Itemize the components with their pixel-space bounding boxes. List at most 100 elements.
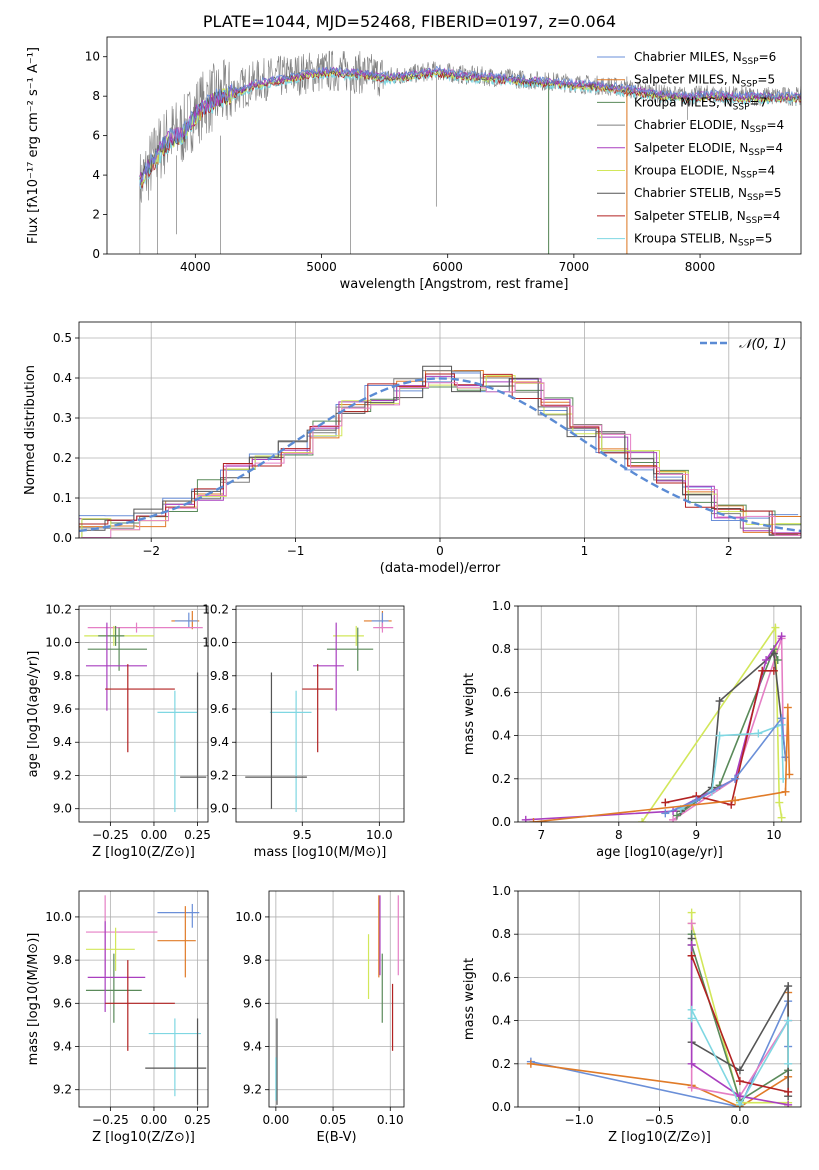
y-tick-label: 10.0 <box>235 910 262 924</box>
weight-series <box>521 632 786 822</box>
y-tick-label: 4 <box>92 168 100 182</box>
legend-label: Salpeter MILES, NSSP=5 <box>634 73 775 90</box>
x-tick-label: −2 <box>142 544 160 558</box>
axes-frame <box>517 890 802 1108</box>
legend-label: 𝒩(0, 1) <box>739 337 786 352</box>
y-tick-label: 0.2 <box>492 772 511 786</box>
y-tick-label: 0.4 <box>492 729 511 743</box>
panel-residuals: −2 −1 0 1 2 0.0 0.1 0.2 0.3 0.4 0.5 (data-model)/er… <box>23 321 802 576</box>
y-tick-label: 0.8 <box>492 642 511 656</box>
legend-label: Kroupa ELODIE, NSSP=4 <box>634 164 775 181</box>
plot-area <box>518 891 801 1107</box>
y-tick-label: 9.8 <box>243 953 262 967</box>
panel-age_vs_mass: 9.5 10.0 9.0 9.2 9.4 9.6 9.8 10.0 10.2 mass [log1… <box>202 602 405 860</box>
gaussian-curve <box>79 377 801 533</box>
axes-frame <box>78 890 209 1108</box>
errorbar-point <box>371 612 389 628</box>
y-tick-label: 0.2 <box>492 1057 511 1071</box>
y-tick-label: 9.6 <box>243 996 262 1010</box>
x-tick-label: 2 <box>725 544 733 558</box>
y-tick-label: 0.1 <box>53 491 72 505</box>
figure-title: PLATE=1044, MJD=52468, FIBERID=0197, z=0… <box>202 12 617 31</box>
x-tick-label: 0.00 <box>141 1113 168 1127</box>
x-tick-label: −1 <box>287 544 305 558</box>
weight-series <box>676 649 790 816</box>
y-tick-label: 9.8 <box>53 669 72 683</box>
x-tick-label: 1 <box>581 544 589 558</box>
y-axis-label: mass [log10(M/M⊙)] <box>26 933 41 1066</box>
y-tick-label: 9.2 <box>210 768 229 782</box>
errorbar-point <box>157 903 200 928</box>
errorbar-point <box>245 672 307 809</box>
plot-area <box>236 606 404 822</box>
weight-series <box>638 623 786 822</box>
legend-label: Chabrier MILES, NSSP=6 <box>634 50 776 67</box>
y-axis-label: Normed distribution <box>23 365 38 495</box>
legend: 𝒩(0, 1) <box>700 337 786 352</box>
histogram-series <box>79 373 801 538</box>
x-tick-label: −0.25 <box>92 1113 129 1127</box>
y-tick-label: 10.0 <box>45 636 72 650</box>
x-axis-label: mass [log10(M/M⊙)] <box>254 845 387 860</box>
y-tick-label: 9.2 <box>243 1083 262 1097</box>
errorbar-point <box>87 627 147 671</box>
errorbar-point <box>105 960 175 1051</box>
weight-series <box>687 941 793 1107</box>
axes-frame <box>78 605 209 823</box>
y-tick-label: 9.8 <box>210 669 229 683</box>
axes-frame <box>235 605 405 823</box>
x-tick-label: −0.5 <box>645 1113 674 1127</box>
weight-series <box>529 703 794 822</box>
errorbar-point <box>363 610 392 630</box>
x-tick-label: 0.05 <box>320 1113 347 1127</box>
series-line <box>690 945 789 1106</box>
errorbar-point <box>333 625 364 646</box>
x-tick-label: 0.00 <box>141 828 168 842</box>
axes-frame <box>517 605 802 823</box>
y-tick-label: 9.4 <box>53 735 72 749</box>
histogram-series <box>79 372 799 521</box>
x-tick-label: −0.25 <box>92 828 129 842</box>
y-tick-label: 0.4 <box>492 1014 511 1028</box>
plot-area <box>79 606 208 822</box>
histogram-series <box>81 375 801 538</box>
errorbar-point <box>145 1018 207 1105</box>
x-tick-label: 0 <box>436 544 444 558</box>
x-axis-label: E(B-V) <box>316 1130 356 1145</box>
plot-area <box>269 891 404 1107</box>
legend-label: Chabrier ELODIE, NSSP=4 <box>634 118 784 135</box>
y-tick-label: 10.2 <box>45 602 72 616</box>
x-tick-label: 9 <box>693 828 701 842</box>
plot-area <box>518 606 801 822</box>
y-tick-label: 10.0 <box>202 636 229 650</box>
histogram-series <box>79 365 799 536</box>
x-axis-label: Z [log10(Z/Z⊙)] <box>92 845 195 860</box>
errorbar-point <box>269 690 312 813</box>
errorbar-point <box>174 612 198 628</box>
x-tick-label: 8000 <box>685 260 716 274</box>
legend: Chabrier MILES, NSSP=6 Salpeter MILES, NS… <box>597 50 784 249</box>
y-tick-label: 10 <box>85 50 100 64</box>
y-tick-label: 9.0 <box>53 802 72 816</box>
x-tick-label: 4000 <box>180 260 211 274</box>
weight-series <box>661 714 790 818</box>
y-tick-label: 0.0 <box>492 815 511 829</box>
y-tick-label: 9.6 <box>53 996 72 1010</box>
x-axis-label: (data-model)/error <box>380 561 501 576</box>
plot-area <box>79 322 801 538</box>
errorbar-point <box>105 664 175 753</box>
x-tick-label: 10 <box>766 828 781 842</box>
y-tick-label: 9.6 <box>53 702 72 716</box>
x-tick-label: 10.0 <box>366 828 393 842</box>
series-line <box>533 707 791 822</box>
legend-label: Salpeter STELIB, NSSP=4 <box>634 209 780 226</box>
errorbar-point <box>157 906 196 978</box>
y-tick-label: 1.0 <box>492 884 511 898</box>
y-axis-label: age [log10(age/yr)] <box>26 651 41 778</box>
panel-massweight_vs_age: 7 8 9 10 0.0 0.2 0.4 0.6 0.8 1.0 age [log10(age/yr… <box>462 599 802 860</box>
y-tick-label: 0.0 <box>492 1100 511 1114</box>
x-tick-label: 0.25 <box>184 828 211 842</box>
y-tick-label: 0.3 <box>53 411 72 425</box>
panel-massweight_vs_Z: −1.0 −0.5 0.0 0.0 0.2 0.4 0.6 0.8 1.0 Z [log10(Z/… <box>462 884 802 1145</box>
